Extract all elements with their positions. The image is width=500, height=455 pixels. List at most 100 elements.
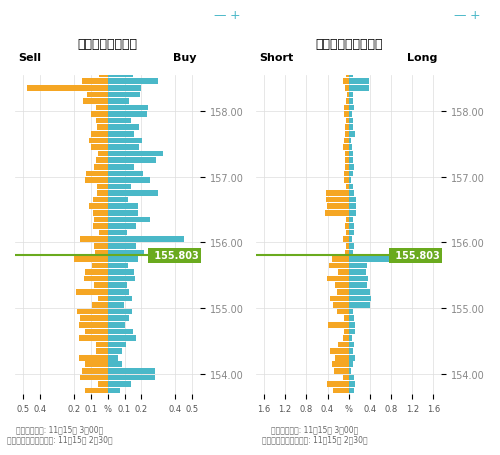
Bar <box>348 316 354 321</box>
Bar <box>98 394 108 400</box>
Bar <box>348 329 355 334</box>
Bar <box>108 381 131 387</box>
Bar <box>348 204 356 210</box>
Bar <box>344 329 348 334</box>
Bar <box>348 132 354 137</box>
Bar <box>337 289 348 295</box>
Bar <box>348 296 371 302</box>
Bar <box>108 79 158 85</box>
Bar <box>333 303 348 308</box>
Bar <box>84 362 108 367</box>
Bar <box>336 355 348 361</box>
Bar <box>346 86 348 91</box>
Bar <box>344 237 348 243</box>
Bar <box>82 79 108 85</box>
Bar <box>92 303 108 308</box>
Bar <box>348 243 354 249</box>
Text: +: + <box>470 10 480 22</box>
Bar <box>348 119 354 124</box>
Bar <box>94 165 108 170</box>
Bar <box>348 125 353 131</box>
Bar <box>334 368 348 374</box>
Bar <box>346 165 348 170</box>
Bar <box>344 375 348 380</box>
Text: 155.803: 155.803 <box>392 251 440 261</box>
Bar <box>108 296 132 302</box>
Bar <box>94 217 108 223</box>
Bar <box>108 322 124 328</box>
Bar <box>108 335 136 341</box>
Bar <box>348 178 351 183</box>
Bar <box>108 125 140 131</box>
Bar <box>96 342 108 348</box>
Bar <box>348 145 352 151</box>
Bar <box>348 217 352 223</box>
Bar <box>326 211 348 216</box>
Bar <box>332 257 348 262</box>
Bar <box>336 394 348 400</box>
Bar <box>348 86 369 91</box>
Bar <box>108 362 122 367</box>
Bar <box>108 138 142 144</box>
Bar <box>85 388 108 394</box>
Bar <box>348 263 366 269</box>
Bar <box>89 138 108 144</box>
Bar <box>92 145 108 151</box>
Bar <box>88 204 108 210</box>
Text: —: — <box>214 10 226 22</box>
Bar <box>82 368 108 374</box>
Bar <box>108 184 132 190</box>
Bar <box>108 263 128 269</box>
Bar <box>108 119 131 124</box>
Bar <box>27 86 108 91</box>
Bar <box>332 362 348 367</box>
Bar <box>85 329 108 334</box>
Bar <box>108 355 118 361</box>
Bar <box>348 106 354 111</box>
Bar <box>338 270 348 275</box>
Bar <box>96 119 108 124</box>
Bar <box>76 289 108 295</box>
Bar <box>96 349 108 354</box>
Bar <box>326 197 348 203</box>
Bar <box>329 263 348 269</box>
Bar <box>108 86 142 91</box>
Bar <box>108 394 134 400</box>
Bar <box>348 224 354 229</box>
Bar <box>108 230 126 236</box>
Bar <box>344 138 348 144</box>
Bar <box>108 92 140 98</box>
Bar <box>96 106 108 111</box>
Bar <box>108 375 155 380</box>
Bar <box>108 309 132 315</box>
Bar <box>348 368 352 374</box>
Bar <box>348 335 352 341</box>
Bar <box>108 243 136 249</box>
Bar <box>348 99 353 105</box>
Bar <box>77 309 108 315</box>
Bar <box>346 243 348 249</box>
Bar <box>108 316 129 321</box>
Bar <box>348 394 353 400</box>
Bar <box>83 99 108 105</box>
Bar <box>91 112 108 118</box>
Bar <box>108 283 127 288</box>
Bar <box>327 381 348 387</box>
Bar <box>348 257 412 262</box>
Bar <box>348 355 356 361</box>
Bar <box>344 250 348 256</box>
Bar <box>84 276 108 282</box>
Bar <box>94 197 108 203</box>
Text: 最新更新時刻: 11月15日 3時00分
スナップショット時刻: 11月15日 2時30分: 最新更新時刻: 11月15日 3時00分 スナップショット時刻: 11月15日 … <box>7 424 113 444</box>
Bar <box>338 342 348 348</box>
Bar <box>336 283 348 288</box>
Bar <box>97 184 108 190</box>
Bar <box>108 106 148 111</box>
Bar <box>98 125 108 131</box>
Bar <box>93 211 108 216</box>
Bar <box>328 276 348 282</box>
Bar <box>328 322 348 328</box>
Bar <box>98 381 108 387</box>
Bar <box>108 388 120 394</box>
Bar <box>330 349 348 354</box>
